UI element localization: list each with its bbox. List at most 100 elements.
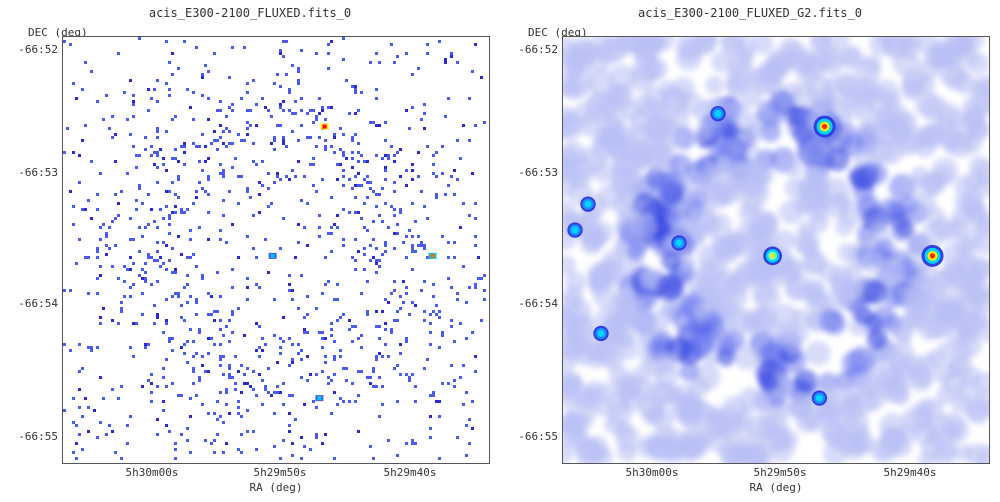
speckle-layer [63, 37, 486, 460]
count-pixel [291, 298, 294, 301]
count-pixel [255, 124, 258, 127]
emission-blob [910, 166, 930, 185]
count-pixel [339, 148, 342, 151]
count-pixel [159, 265, 162, 268]
count-pixel [282, 217, 285, 220]
count-pixel [132, 262, 135, 265]
count-pixel [129, 268, 132, 271]
emission-blob [916, 57, 940, 81]
count-pixel [369, 376, 372, 379]
count-pixel [156, 151, 159, 154]
count-pixel [150, 373, 153, 376]
count-pixel [132, 145, 135, 148]
count-pixel [360, 217, 363, 220]
count-pixel [393, 319, 396, 322]
count-pixel [300, 49, 303, 52]
count-pixel [111, 265, 114, 268]
count-pixel [132, 355, 135, 358]
count-pixel [276, 361, 279, 364]
count-pixel [99, 274, 102, 277]
count-pixel [75, 262, 78, 265]
count-pixel [315, 52, 318, 55]
count-pixel [165, 424, 168, 427]
emission-blob [672, 383, 696, 407]
count-pixel [273, 181, 276, 184]
emission-blob [934, 102, 962, 129]
x-tick-label: 5h29m50s [753, 466, 807, 479]
count-pixel [345, 79, 348, 82]
count-pixel [117, 322, 120, 325]
count-pixel [471, 331, 474, 334]
count-pixel [288, 178, 291, 181]
count-pixel [282, 55, 285, 58]
count-pixel [81, 448, 84, 451]
count-pixel [315, 307, 318, 310]
count-pixel [282, 109, 285, 112]
count-pixel [462, 364, 465, 367]
emission-blob [972, 175, 989, 199]
count-pixel [333, 373, 336, 376]
count-pixel [171, 271, 174, 274]
count-pixel [438, 316, 441, 319]
count-pixel [102, 397, 105, 400]
emission-blob [626, 156, 646, 176]
count-pixel [156, 127, 159, 130]
count-pixel [177, 196, 180, 199]
emission-blob [936, 340, 957, 362]
count-pixel [384, 244, 387, 247]
emission-blob [608, 64, 636, 92]
count-pixel [435, 193, 438, 196]
count-pixel [231, 46, 234, 49]
emission-blob [861, 120, 890, 148]
count-pixel [207, 337, 210, 340]
emission-blob [725, 70, 752, 97]
count-pixel [342, 313, 345, 316]
count-pixel [384, 250, 387, 253]
count-pixel [411, 202, 414, 205]
count-pixel [174, 442, 177, 445]
count-pixel [276, 172, 279, 175]
count-pixel [228, 130, 231, 133]
emission-blob [660, 435, 688, 463]
count-pixel [156, 241, 159, 244]
image-frame-left[interactable] [62, 36, 490, 464]
count-pixel [219, 355, 222, 358]
count-pixel [150, 283, 153, 286]
count-pixel [444, 115, 447, 118]
count-pixel [207, 118, 210, 121]
count-pixel [339, 397, 342, 400]
count-pixel [288, 337, 291, 340]
count-pixel [324, 139, 327, 142]
count-pixel [78, 433, 81, 436]
emission-blob [818, 308, 843, 333]
count-pixel [348, 178, 351, 181]
count-pixel [369, 244, 372, 247]
count-pixel [237, 406, 240, 409]
count-pixel [99, 238, 102, 241]
count-pixel [348, 319, 351, 322]
image-frame-right[interactable] [562, 36, 990, 464]
count-pixel [90, 217, 93, 220]
count-pixel [225, 325, 228, 328]
count-pixel [351, 166, 354, 169]
count-pixel [255, 394, 258, 397]
count-pixel [483, 298, 486, 301]
count-pixel [456, 139, 459, 142]
count-pixel [138, 187, 141, 190]
count-pixel [207, 292, 210, 295]
count-pixel [219, 295, 222, 298]
count-pixel [396, 151, 399, 154]
count-pixel [345, 367, 348, 370]
count-pixel [339, 127, 342, 130]
source-ring [599, 331, 603, 336]
count-pixel [393, 232, 396, 235]
count-pixel [327, 67, 330, 70]
emission-blob [621, 135, 644, 158]
count-pixel [153, 259, 156, 262]
count-pixel [330, 379, 333, 382]
count-pixel [219, 229, 222, 232]
count-pixel [405, 337, 408, 340]
count-pixel [192, 355, 195, 358]
emission-blob [877, 364, 904, 390]
count-pixel [177, 295, 180, 298]
